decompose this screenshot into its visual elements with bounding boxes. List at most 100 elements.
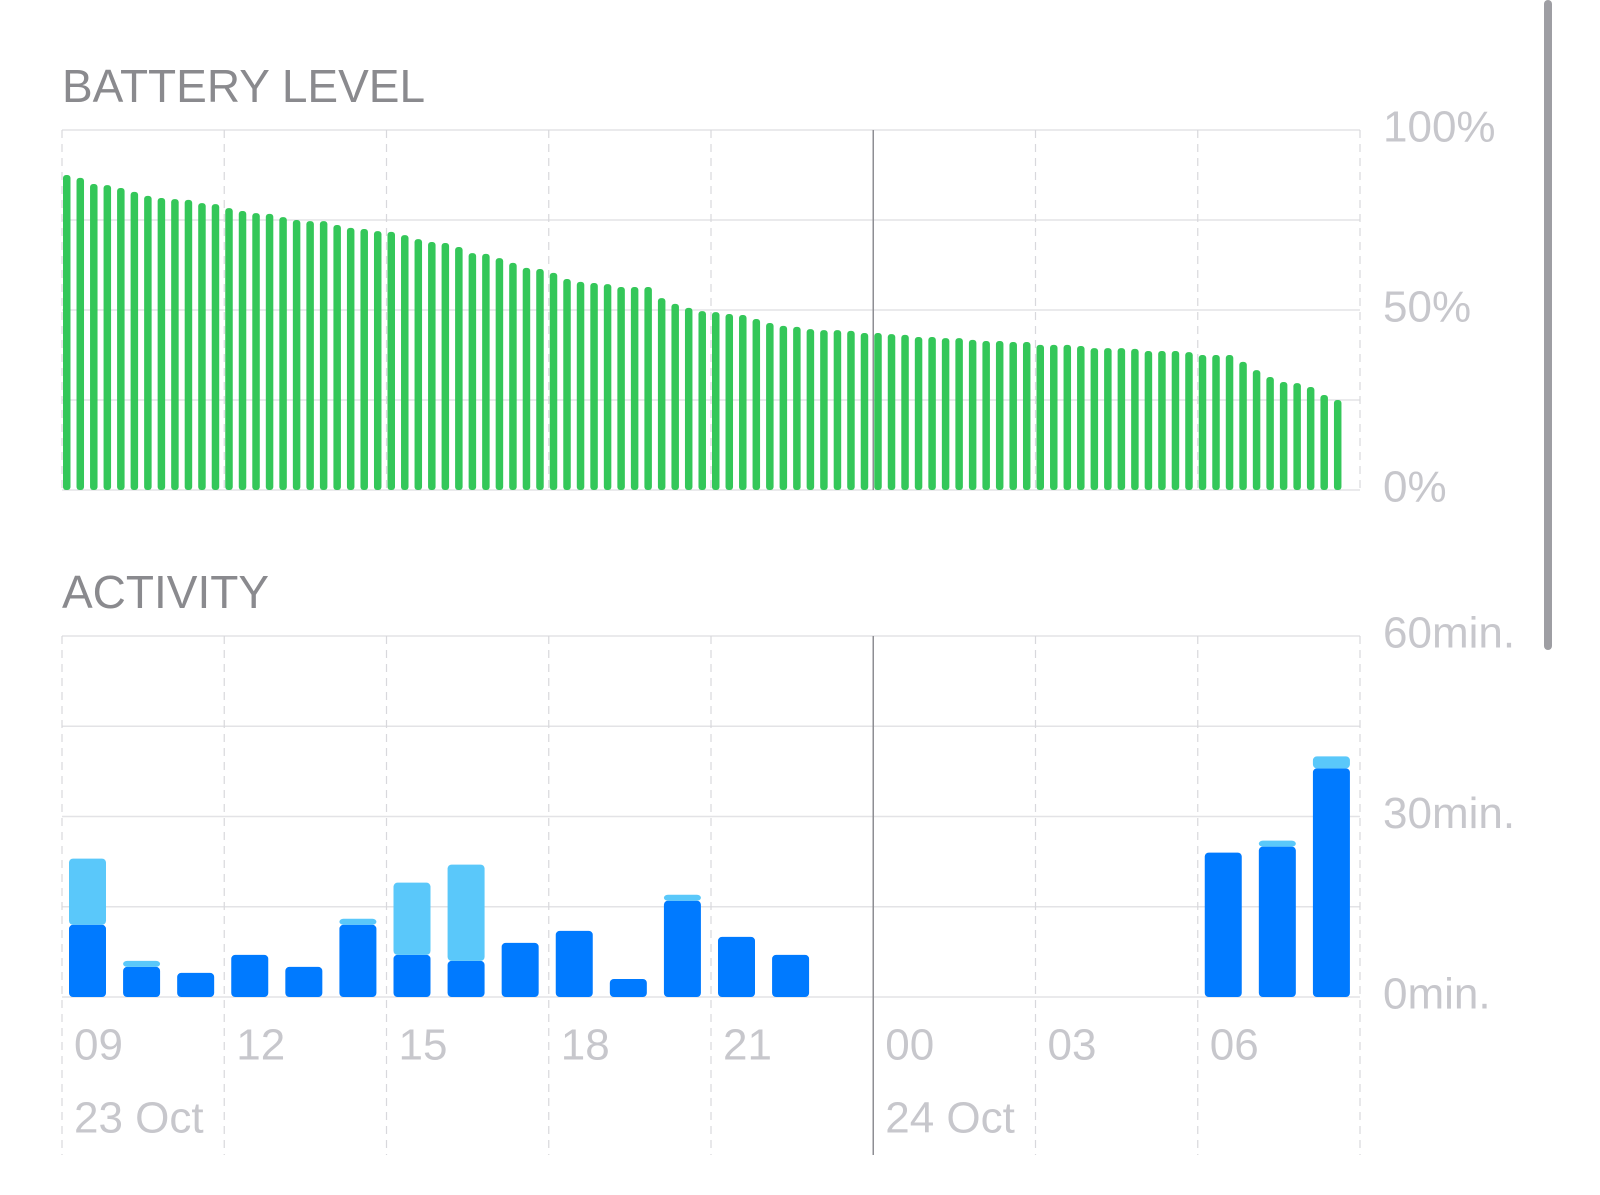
y-tick-label: 0% [1383, 463, 1447, 512]
battery-bar [698, 311, 706, 490]
battery-bar [306, 221, 314, 490]
battery-bar [549, 272, 558, 490]
battery-bar [887, 334, 896, 490]
battery-bar [1279, 382, 1288, 490]
battery-bar [1022, 342, 1031, 490]
scrollbar [1544, 0, 1552, 650]
battery-bar [995, 340, 1004, 490]
battery-bar [644, 286, 652, 490]
battery-bar [373, 231, 382, 490]
battery-bar [1212, 355, 1220, 490]
battery-bar [455, 247, 463, 490]
battery-bar [563, 279, 571, 490]
battery-bar [522, 267, 531, 490]
battery-bar [63, 175, 71, 490]
battery-bar [482, 253, 490, 490]
y-tick-label: 60min. [1383, 609, 1515, 658]
battery-bar [468, 253, 477, 490]
battery-bar [779, 325, 788, 490]
battery-bar [117, 187, 125, 490]
battery-bar [130, 191, 139, 491]
battery-bar [1306, 387, 1315, 490]
battery-bar [941, 338, 950, 490]
battery-bar [319, 221, 328, 490]
battery-bar [1185, 352, 1193, 490]
battery-bar [712, 312, 720, 490]
activity-bar [339, 924, 377, 997]
activity-bar [555, 930, 593, 997]
battery-bar [603, 284, 612, 490]
activity-bar [772, 954, 810, 997]
battery-bar [1333, 400, 1342, 490]
battery-bar [509, 262, 517, 490]
battery-bar [684, 307, 693, 490]
battery-bar [955, 338, 963, 490]
battery-bar [617, 286, 625, 490]
activity-bar [177, 972, 215, 997]
battery-bar [982, 340, 990, 490]
date-label: 23 Oct [74, 1094, 204, 1143]
battery-bar [833, 330, 842, 490]
battery-bar [401, 235, 409, 490]
battery-bar [292, 220, 301, 490]
x-tick-label: 03 [1048, 1021, 1097, 1070]
x-tick-label: 18 [561, 1021, 610, 1070]
activity-bar [69, 924, 106, 997]
battery-bar [238, 211, 247, 490]
activity-bar [663, 900, 701, 997]
activity-bar [393, 882, 431, 955]
battery-bar [1077, 346, 1085, 490]
battery-bar [671, 303, 679, 490]
x-tick-label: 00 [885, 1021, 934, 1070]
battery-bar [333, 225, 341, 491]
battery-bar [752, 319, 761, 490]
battery-bar [225, 208, 233, 490]
battery-bar [806, 329, 815, 490]
battery-bar [1266, 376, 1274, 490]
battery-bar [1239, 361, 1247, 490]
battery-bar [346, 227, 355, 491]
battery-title: BATTERY LEVEL [62, 60, 425, 112]
battery-bar [76, 177, 85, 490]
battery-bar [1131, 348, 1139, 490]
battery-bar [1063, 344, 1072, 490]
battery-bar [157, 198, 166, 491]
battery-bar [360, 229, 368, 490]
x-tick-label: 15 [399, 1021, 448, 1070]
battery-bar [928, 337, 936, 490]
battery-bar [968, 339, 977, 490]
battery-bar [144, 195, 152, 490]
battery-bar [1050, 344, 1058, 490]
battery-bar [184, 199, 193, 490]
battery-bar [536, 268, 544, 490]
activity-bar [447, 960, 485, 997]
battery-bar [1144, 351, 1153, 490]
battery-bar [725, 313, 734, 490]
activity-bar [447, 864, 485, 961]
battery-bar [657, 298, 666, 490]
battery-bar [1158, 351, 1166, 490]
battery-bar [590, 283, 598, 490]
battery-bar [1198, 355, 1207, 490]
activity-title: ACTIVITY [62, 566, 269, 618]
y-tick-label: 30min. [1383, 789, 1515, 838]
y-tick-label: 0min. [1383, 970, 1491, 1019]
battery-bar [279, 217, 287, 490]
battery-bar [265, 213, 274, 490]
activity-bar [339, 918, 377, 925]
activity-bar [718, 936, 755, 997]
x-tick-label: 21 [723, 1021, 772, 1070]
battery-bar [1225, 355, 1234, 490]
x-tick-label: 12 [236, 1021, 285, 1070]
y-tick-label: 100% [1383, 103, 1496, 152]
battery-bar [428, 241, 436, 490]
battery-bar [874, 333, 882, 490]
activity-bar [231, 954, 269, 997]
battery-bar [820, 330, 828, 490]
battery-bar [1104, 348, 1112, 490]
activity-bar [123, 966, 161, 997]
activity-bar [609, 978, 647, 997]
activity-bar [1258, 840, 1296, 847]
battery-bar [1090, 348, 1099, 490]
